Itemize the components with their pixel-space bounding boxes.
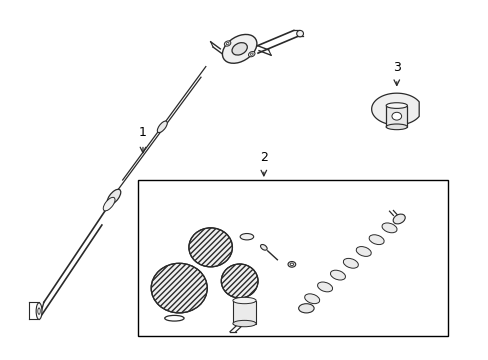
Ellipse shape (368, 235, 384, 244)
Ellipse shape (260, 244, 266, 250)
Polygon shape (232, 301, 256, 324)
Ellipse shape (343, 258, 358, 268)
Ellipse shape (231, 42, 247, 55)
Text: 3: 3 (392, 61, 400, 74)
Ellipse shape (240, 234, 253, 240)
Ellipse shape (304, 294, 319, 303)
Ellipse shape (222, 35, 256, 63)
Ellipse shape (38, 308, 40, 314)
Ellipse shape (226, 42, 228, 45)
Ellipse shape (298, 304, 313, 313)
Ellipse shape (392, 214, 405, 224)
Ellipse shape (250, 53, 253, 55)
Ellipse shape (381, 223, 396, 233)
Ellipse shape (287, 261, 295, 267)
Ellipse shape (157, 121, 167, 132)
Ellipse shape (232, 320, 256, 327)
Ellipse shape (296, 31, 303, 37)
Bar (138, 180, 447, 336)
Ellipse shape (36, 303, 42, 319)
Polygon shape (371, 93, 418, 125)
Ellipse shape (221, 264, 258, 298)
Ellipse shape (317, 282, 332, 292)
Text: 1: 1 (139, 126, 146, 139)
Ellipse shape (391, 112, 401, 120)
Ellipse shape (386, 103, 407, 108)
Ellipse shape (248, 51, 254, 57)
Ellipse shape (188, 228, 232, 267)
Ellipse shape (289, 263, 293, 266)
Polygon shape (386, 105, 407, 127)
Ellipse shape (151, 263, 207, 313)
Ellipse shape (386, 124, 407, 130)
Ellipse shape (107, 189, 121, 205)
Ellipse shape (224, 41, 230, 46)
Ellipse shape (232, 297, 256, 304)
Ellipse shape (103, 197, 115, 211)
Ellipse shape (330, 270, 345, 280)
Text: 2: 2 (259, 151, 267, 164)
Ellipse shape (356, 247, 370, 256)
